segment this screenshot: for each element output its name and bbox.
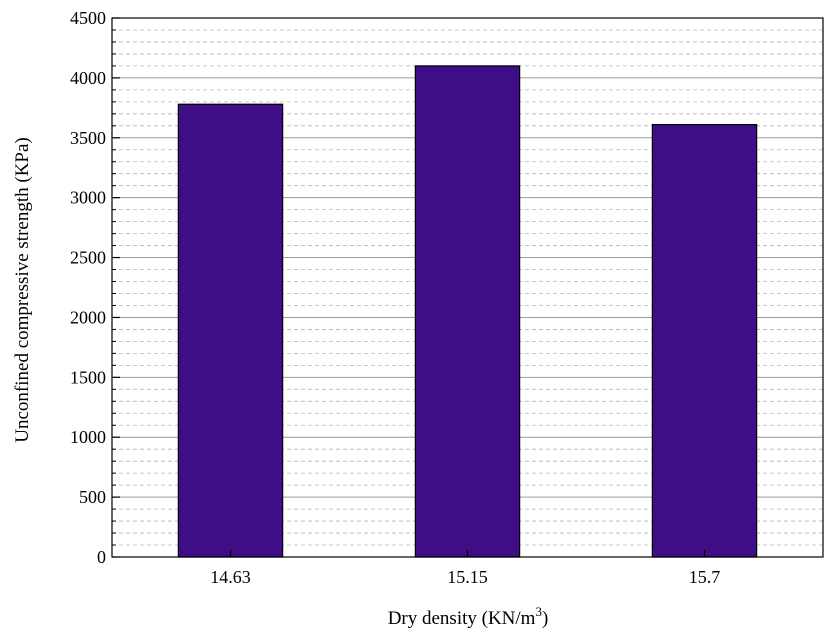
x-axis-title-main: Dry density (KN/m — [388, 608, 536, 629]
y-tick-label: 4500 — [70, 8, 106, 28]
y-axis-ticks: 0 500 1000 1500 2000 2500 3000 3500 4000 4500 — [70, 8, 120, 567]
y-tick-label: 3500 — [70, 128, 106, 148]
bar — [651, 124, 758, 558]
y-tick-label: 2000 — [70, 307, 106, 327]
y-tick-label: 0 — [97, 547, 106, 567]
y-tick-label: 500 — [79, 487, 106, 507]
y-tick-label: 1500 — [70, 367, 106, 387]
x-axis-title-superscript: 3 — [535, 604, 542, 619]
bars — [177, 65, 758, 558]
x-axis-title: Dry density (KN/m3) — [388, 604, 549, 629]
y-tick-label: 4000 — [70, 68, 106, 88]
x-tick-label: 15.7 — [689, 567, 721, 587]
x-tick-label: 14.63 — [210, 567, 251, 587]
y-tick-label: 3000 — [70, 188, 106, 208]
x-tick-label: 15.15 — [447, 567, 488, 587]
y-tick-label: 2500 — [70, 248, 106, 268]
bar — [414, 65, 521, 558]
bar — [177, 103, 284, 558]
x-axis-ticks: 14.63 15.15 15.7 — [210, 550, 720, 587]
y-axis-title: Unconfined compressive strength (KPa) — [12, 137, 33, 443]
y-tick-label: 1000 — [70, 427, 106, 447]
x-axis-title-suffix: ) — [542, 608, 548, 629]
